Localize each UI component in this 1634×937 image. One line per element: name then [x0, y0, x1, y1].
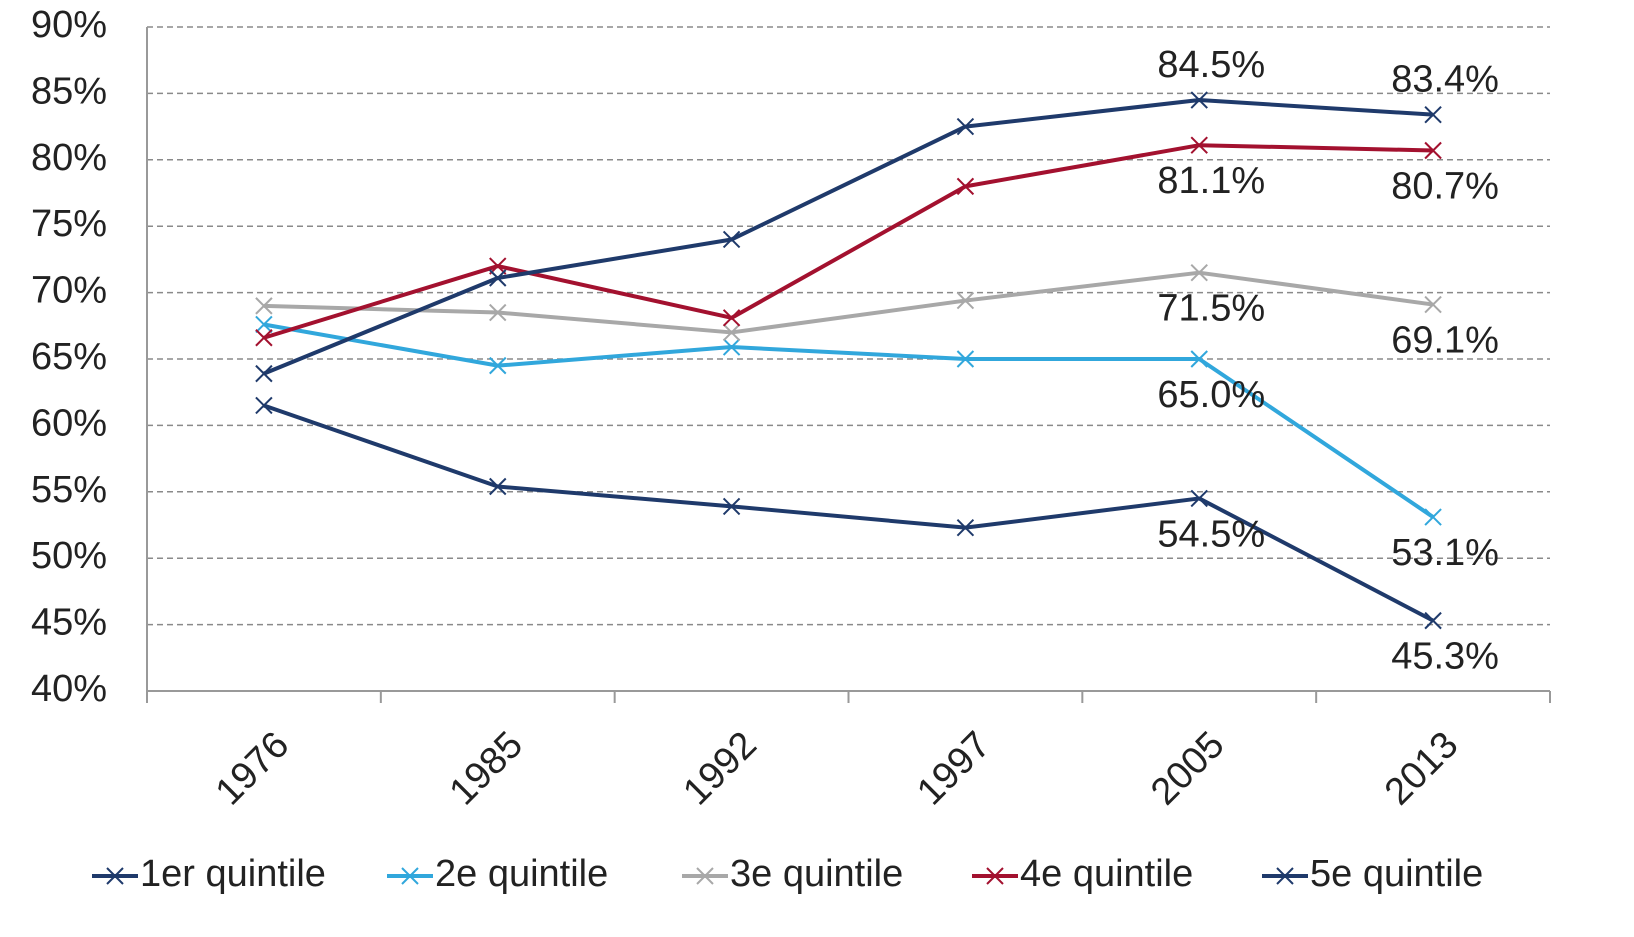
point-marker	[489, 269, 507, 287]
data-label: 69.1%	[1391, 320, 1499, 362]
point-marker	[722, 323, 741, 342]
y-tick-label: 40%	[31, 668, 107, 710]
y-tick-label: 60%	[31, 402, 107, 444]
legend-marker	[401, 867, 419, 885]
series-line	[263, 322, 1435, 519]
point-marker	[1424, 295, 1442, 314]
point-marker	[489, 477, 507, 496]
legend-marker	[986, 867, 1004, 885]
y-tick-label: 85%	[31, 70, 107, 112]
point-marker	[956, 518, 975, 537]
y-tick-label: 45%	[31, 602, 107, 644]
y-tick-label: 70%	[31, 270, 107, 312]
point-marker	[1424, 508, 1442, 526]
point-marker	[722, 309, 741, 327]
point-marker	[956, 177, 975, 196]
point-marker	[1190, 350, 1208, 368]
x-tick-label: 2005	[1143, 724, 1232, 813]
data-label: 45.3%	[1391, 636, 1499, 678]
point-marker	[489, 303, 507, 322]
series: 81.1% 80.7%	[255, 136, 1499, 347]
legend-label: 2e quintile	[435, 853, 608, 895]
point-marker	[255, 329, 273, 347]
point-marker	[1424, 141, 1442, 160]
point-marker	[956, 291, 975, 310]
legend-label: 4e quintile	[1020, 853, 1193, 895]
point-marker	[1190, 489, 1208, 508]
legend-item: 2e quintile	[387, 853, 608, 895]
legend-label: 1er quintile	[140, 853, 326, 895]
legend-label: 3e quintile	[730, 853, 903, 895]
data-label: 71.5%	[1157, 288, 1265, 330]
point-marker	[722, 338, 741, 356]
series: 71.5% 69.1%	[255, 263, 1499, 362]
legend-item: 5e quintile	[1262, 853, 1483, 895]
data-label: 84.5%	[1157, 44, 1265, 86]
x-tick-label: 1997	[909, 724, 998, 813]
point-marker	[722, 497, 741, 516]
y-tick-label: 80%	[31, 137, 107, 179]
y-tick-label: 55%	[31, 469, 107, 511]
point-marker	[1190, 91, 1208, 109]
y-tick-label: 90%	[31, 4, 107, 46]
x-tick-label: 1992	[675, 724, 764, 813]
point-marker	[255, 297, 273, 315]
data-label: 80.7%	[1391, 166, 1499, 208]
data-label: 54.5%	[1157, 513, 1265, 555]
series: 54.5% 45.3%	[255, 396, 1499, 678]
point-marker	[255, 315, 273, 334]
point-marker	[1190, 263, 1208, 282]
point-marker	[1424, 611, 1442, 630]
data-label: 83.4%	[1391, 59, 1499, 101]
point-marker	[489, 356, 507, 375]
series: 65.0% 53.1%	[255, 315, 1499, 574]
legend-marker	[1276, 867, 1294, 885]
point-marker	[956, 350, 975, 368]
data-label: 53.1%	[1391, 532, 1499, 574]
series-line	[263, 403, 1435, 623]
data-label: 65.0%	[1157, 374, 1265, 416]
y-tick-label: 50%	[31, 535, 107, 577]
series-line	[263, 270, 1434, 335]
x-tick-label: 2013	[1377, 724, 1466, 813]
x-tick-label: 1985	[442, 724, 531, 813]
legend-label: 5e quintile	[1310, 853, 1483, 895]
point-marker	[722, 230, 741, 249]
y-tick-label: 75%	[31, 203, 107, 245]
point-marker	[1424, 105, 1442, 124]
series-line	[263, 98, 1434, 376]
y-tick-label: 65%	[31, 336, 107, 378]
point-marker	[255, 364, 273, 383]
point-marker	[956, 117, 975, 136]
data-label: 81.1%	[1157, 160, 1265, 202]
point-marker	[1190, 136, 1208, 154]
legend-item: 3e quintile	[682, 853, 903, 895]
legend-marker	[696, 867, 714, 885]
x-tick-label: 1976	[208, 724, 297, 813]
series: 84.5% 83.4%	[255, 44, 1499, 383]
point-marker	[255, 396, 273, 415]
legend-marker	[106, 867, 124, 885]
series-line	[263, 143, 1434, 340]
legend-item: 1er quintile	[92, 853, 326, 895]
legend-item: 4e quintile	[972, 853, 1193, 895]
